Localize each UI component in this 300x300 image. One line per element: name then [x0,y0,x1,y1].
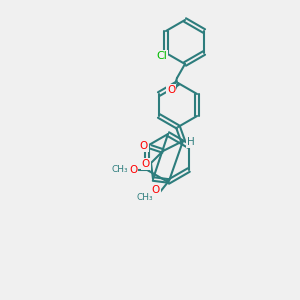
Text: O: O [142,159,150,169]
Text: H: H [187,137,195,147]
Text: CH₃: CH₃ [112,166,128,175]
Text: O: O [152,185,160,195]
Text: O: O [140,141,148,151]
Text: Cl: Cl [157,51,167,61]
Text: CH₃: CH₃ [137,194,153,202]
Text: O: O [129,165,137,175]
Text: O: O [167,85,175,95]
